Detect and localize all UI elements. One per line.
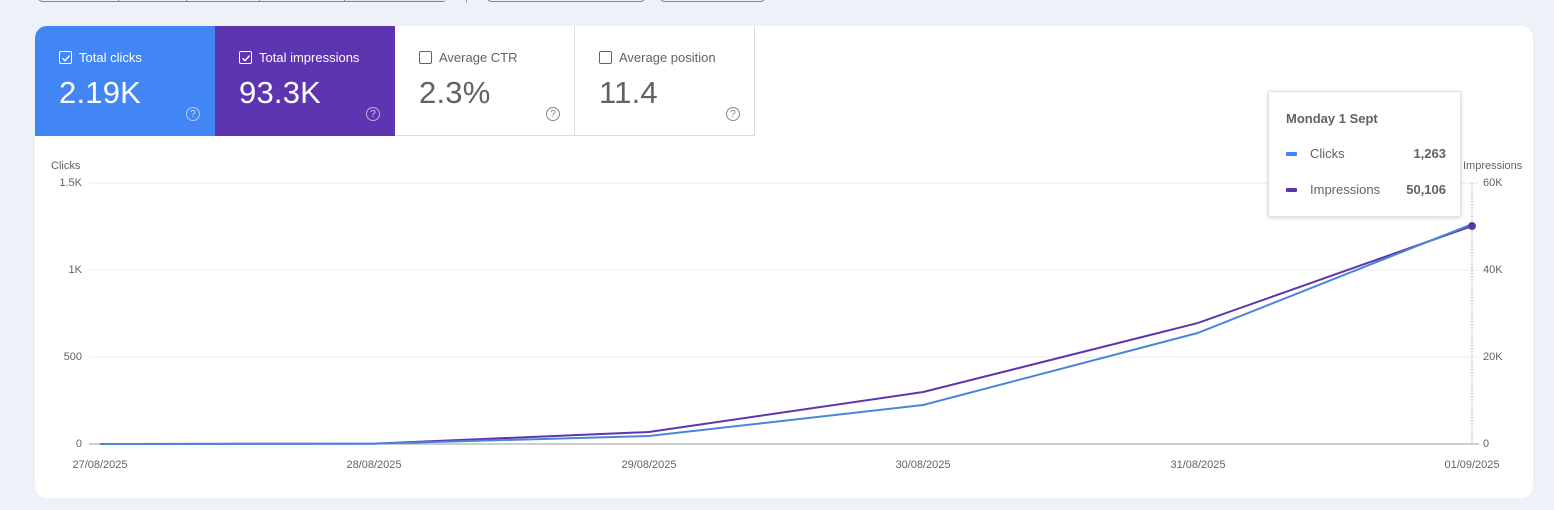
metric-average-ctr[interactable]: Average CTR 2.3% ? <box>395 26 575 136</box>
filter-button[interactable] <box>486 0 646 2</box>
checkbox-checked-icon[interactable] <box>239 51 252 64</box>
metric-average-position[interactable]: Average position 11.4 ? <box>575 26 755 136</box>
left-axis-title: Clicks <box>51 160 81 172</box>
x-tick: 28/08/2025 <box>346 459 402 471</box>
metric-label: Average CTR <box>439 50 518 65</box>
date-range-option[interactable] <box>119 0 187 1</box>
x-tick: 29/08/2025 <box>621 459 677 471</box>
impressions-series-line[interactable] <box>99 225 1473 445</box>
date-range-selector[interactable] <box>37 0 448 2</box>
right-axis-title: Impressions <box>1463 160 1523 172</box>
metric-total-impressions[interactable]: Total impressions 93.3K ? <box>215 26 395 136</box>
metric-tabs: Total clicks 2.19K ? Total impressions 9… <box>35 26 755 136</box>
right-tick: 0 <box>1483 438 1490 450</box>
clicks-legend-swatch-icon <box>1286 151 1297 156</box>
x-tick: 30/08/2025 <box>895 459 951 471</box>
highlighted-point[interactable] <box>1468 222 1476 231</box>
toolbar-divider <box>466 0 467 3</box>
right-tick: 60K <box>1483 177 1503 189</box>
metric-label: Average position <box>619 50 716 65</box>
chart-tooltip: Monday 1 Sept Clicks 1,263 Impressions 5… <box>1268 91 1461 217</box>
date-range-option-selected[interactable] <box>345 0 447 1</box>
x-tick: 31/08/2025 <box>1170 459 1226 471</box>
help-icon[interactable]: ? <box>546 107 560 121</box>
checkbox-unchecked-icon[interactable] <box>419 51 432 64</box>
date-range-option[interactable] <box>38 0 119 1</box>
left-tick: 1K <box>68 264 82 276</box>
impressions-legend-swatch-icon <box>1286 187 1297 192</box>
tooltip-title: Monday 1 Sept <box>1286 111 1378 126</box>
gridlines <box>89 182 1479 445</box>
help-icon[interactable]: ? <box>726 107 740 121</box>
left-tick: 1.5K <box>59 177 82 189</box>
top-toolbar <box>0 0 1554 4</box>
tooltip-row-impressions: Impressions 50,106 <box>1286 182 1446 197</box>
help-icon[interactable]: ? <box>186 107 200 121</box>
help-icon[interactable]: ? <box>366 107 380 121</box>
x-tick: 01/09/2025 <box>1444 459 1500 471</box>
clicks-series-line[interactable] <box>99 223 1473 445</box>
date-range-option[interactable] <box>260 0 345 1</box>
performance-card: Total clicks 2.19K ? Total impressions 9… <box>35 26 1533 498</box>
right-tick: 40K <box>1483 264 1503 276</box>
checkbox-unchecked-icon[interactable] <box>599 51 612 64</box>
metric-value: 2.19K <box>59 75 142 110</box>
metric-value: 11.4 <box>599 75 658 110</box>
left-tick: 0 <box>75 438 82 450</box>
metric-value: 2.3% <box>419 75 491 110</box>
x-tick: 27/08/2025 <box>72 459 128 471</box>
checkbox-checked-icon[interactable] <box>59 51 72 64</box>
new-filter-button[interactable] <box>659 0 766 2</box>
metric-total-clicks[interactable]: Total clicks 2.19K ? <box>35 26 215 136</box>
metric-label: Total clicks <box>79 50 142 65</box>
left-tick: 500 <box>63 351 82 363</box>
metric-label: Total impressions <box>259 50 360 65</box>
right-tick: 20K <box>1483 351 1503 363</box>
line-chart[interactable] <box>35 26 1533 498</box>
metric-value: 93.3K <box>239 75 322 110</box>
date-range-option[interactable] <box>187 0 260 1</box>
tooltip-row-clicks: Clicks 1,263 <box>1286 146 1446 161</box>
